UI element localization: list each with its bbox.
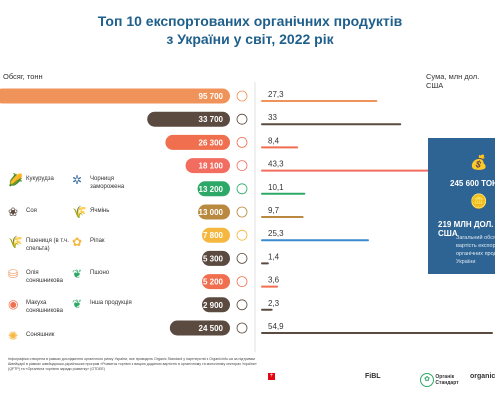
volume-label: 13 200 [199,185,224,194]
product-icon [236,252,248,264]
legend-label: Інша продукція [90,300,132,306]
product-icon [236,299,248,311]
value-label: 3,6 [268,276,280,285]
footer-note: Інфографіка створена в рамках дослідженн… [8,357,257,371]
legend-label: Олія соняшникова [26,270,63,284]
value-label: 10,1 [268,183,284,192]
leaf-icon: ✿ [420,373,434,387]
volume-header: Обсяг, тонн [3,72,43,81]
volume-label: 33 700 [199,115,224,124]
legend-label: Соняшник [26,332,55,338]
volume-label: 13 000 [199,208,224,217]
organic-standard-label: Органік Стандарт [435,373,459,386]
total-tons: 245 600 ТОНН [450,179,495,188]
fibl-logo: FiBL [365,373,381,380]
legend-label: Соя [26,208,37,214]
product-icon [236,322,248,334]
product-icon [236,160,248,172]
product-icon [236,229,248,241]
swiss-flag-icon: + [268,373,275,380]
title-line-2: з України у світ, 2022 рік [166,31,334,47]
sunflower-icon: ✺ [8,329,19,343]
soy-icon: ❀ [8,205,19,219]
value-label: 8,4 [268,136,280,145]
bag-icon: 💰 [470,154,488,170]
value-label: 9,7 [268,206,280,215]
volume-label: 5 300 [203,254,224,263]
barley-icon: 🌾 [72,205,87,219]
product-icon [236,136,248,148]
volume-bar [0,88,230,104]
volume-bar [169,320,230,336]
value-label: 1,4 [268,252,280,261]
volume-label: 26 300 [199,138,224,147]
value-label: 27,3 [268,90,284,99]
volume-bar [202,297,230,313]
legend-label: Ячмінь [90,208,110,214]
volume-bar [165,134,230,150]
blueberry-icon: ✲ [72,173,83,187]
volume-bar [202,227,230,243]
product-icon [236,113,248,125]
coins-icon: 🪙 [470,193,488,209]
volume-bar [202,250,230,266]
swiss-logo: + [268,373,275,380]
total-usd: 219 МЛН ДОЛ. США [438,220,494,238]
page-title: Топ 10 експортованих органічних продукті… [80,12,420,48]
organicinfo-logo: organicinfo [470,373,495,380]
volume-label: 5 200 [203,278,224,287]
oil-icon: ⛁ [8,267,19,281]
value-label: 2,3 [268,299,280,308]
volume-label: 7 800 [203,231,224,240]
legend-label: Ріпак [90,238,105,244]
volume-label: 2 900 [203,301,224,310]
organic-standard-logo: ✿ Органік Стандарт [420,373,465,387]
legend-label: Чорниця заморожена [90,176,125,190]
product-icon [236,183,248,195]
corn-icon: 🌽 [8,173,23,187]
volume-bar [185,158,230,174]
product-icon [236,206,248,218]
summary-desc: Загальний обсяг та вартість експортовани… [456,235,495,265]
value-label: 33 [268,113,277,122]
legend-label: Макуха соняшникова [26,300,63,314]
legend-label: Кукурудза [26,176,54,182]
millet-icon: ❦ [72,267,83,281]
rapeseed-icon: ✿ [72,235,83,249]
title-line-1: Топ 10 експортованих органічних продукті… [97,13,403,29]
volume-bar [198,204,230,220]
product-icon [236,276,248,288]
value-label: 54,9 [268,322,284,331]
value-label: 43,3 [268,160,284,169]
value-header: Сума, млн дол. США [426,72,480,90]
legend-label: Пшениця (в т.ч. спельта) [26,238,69,252]
volume-label: 24 500 [199,324,224,333]
volume-label: 18 100 [199,162,224,171]
volume-bar [197,181,230,197]
cake-icon: ◉ [8,297,19,311]
other-icon: ❦ [72,297,83,311]
value-label: 25,3 [268,229,284,238]
volume-bar [147,111,230,127]
volume-label: 95 700 [199,92,224,101]
summary-box: 💰 245 600 ТОНН 🪙 219 МЛН ДОЛ. США Загаль… [428,138,495,274]
volume-bar [202,274,230,290]
wheat-icon: 🌾 [8,235,23,249]
product-icon [236,90,248,102]
legend-label: Пшоно [90,270,110,276]
